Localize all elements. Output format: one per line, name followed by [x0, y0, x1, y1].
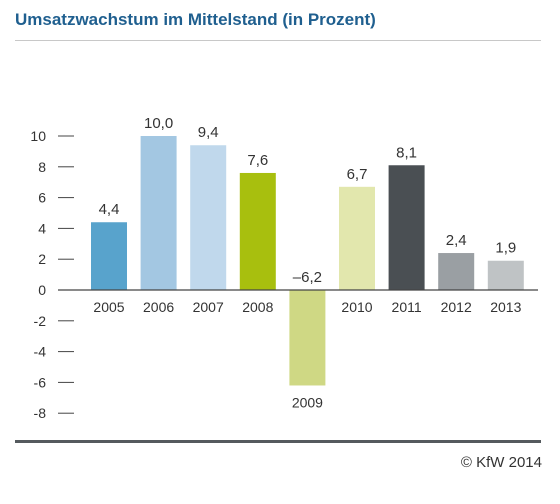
data-label: 7,6	[247, 152, 268, 169]
bar	[487, 260, 524, 290]
x-tick-label: 2005	[93, 299, 124, 315]
data-label: 10,0	[144, 115, 173, 132]
x-tick-label: 2008	[242, 299, 273, 315]
x-tick-label: 2013	[490, 299, 521, 315]
y-tick-label: 10	[30, 128, 46, 144]
footer-divider	[15, 440, 541, 443]
bar	[289, 290, 326, 386]
data-label: 4,4	[99, 201, 120, 218]
data-label: –6,2	[293, 269, 322, 286]
bar	[190, 145, 227, 290]
title-divider	[15, 40, 541, 41]
copyright-text: © KfW 2014	[460, 454, 542, 471]
y-tick-label: -6	[34, 374, 47, 390]
y-tick-label: -8	[34, 405, 47, 421]
bar	[239, 172, 276, 290]
bar	[140, 136, 177, 290]
data-label: 8,1	[396, 144, 417, 161]
data-label: 1,9	[495, 240, 516, 257]
x-tick-label: 2011	[392, 299, 422, 315]
y-tick-label: -2	[34, 313, 47, 329]
x-tick-label: 2012	[441, 299, 472, 315]
y-tick-label: 0	[38, 282, 46, 298]
x-tick-label: 2007	[193, 299, 224, 315]
bar	[339, 186, 375, 290]
data-label: 9,4	[198, 124, 219, 141]
bar	[438, 253, 475, 290]
y-tick-label: -4	[34, 344, 47, 360]
x-tick-label: 2010	[341, 299, 372, 315]
y-tick-label: 2	[38, 251, 46, 267]
data-label: 2,4	[446, 232, 467, 249]
bar	[388, 165, 425, 290]
y-tick-label: 8	[38, 159, 46, 175]
y-tick-label: 4	[38, 220, 46, 236]
data-label: 6,7	[347, 166, 368, 183]
x-tick-label: 2006	[143, 299, 174, 315]
chart-title: Umsatzwachstum im Mittelstand (in Prozen…	[15, 10, 376, 29]
bar	[91, 222, 127, 290]
x-tick-label: 2009	[292, 394, 323, 410]
y-tick-label: 6	[38, 190, 46, 206]
